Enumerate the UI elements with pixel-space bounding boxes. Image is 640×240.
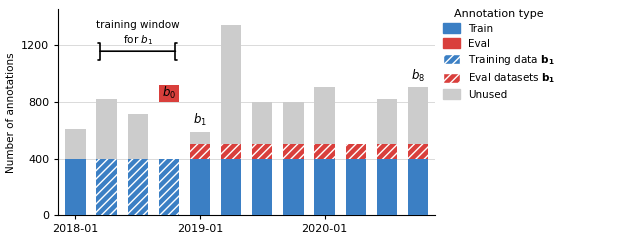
Bar — [377, 144, 397, 159]
Bar — [346, 144, 366, 159]
Bar — [314, 144, 335, 159]
Bar — [284, 159, 303, 216]
Bar — [252, 144, 273, 159]
Bar — [65, 129, 86, 159]
Bar — [377, 144, 397, 159]
Text: $b_0$: $b_0$ — [162, 85, 176, 101]
Bar — [159, 159, 179, 216]
Bar — [190, 144, 210, 159]
Text: training window
for $b_1$: training window for $b_1$ — [96, 20, 179, 47]
Bar — [221, 144, 241, 159]
Bar — [408, 159, 428, 216]
Bar — [127, 159, 148, 216]
Bar — [159, 85, 179, 102]
Bar — [127, 114, 148, 159]
Bar — [97, 159, 116, 216]
Bar — [221, 159, 241, 216]
Bar — [346, 159, 366, 216]
Bar — [65, 159, 86, 216]
Bar — [221, 144, 241, 159]
Bar — [97, 159, 116, 216]
Text: $b_1$: $b_1$ — [193, 112, 207, 128]
Bar — [284, 144, 303, 159]
Bar — [284, 102, 303, 144]
Text: $b_8$: $b_8$ — [411, 68, 425, 84]
Bar — [408, 87, 428, 144]
Bar — [408, 144, 428, 159]
Bar — [408, 144, 428, 159]
Bar — [377, 159, 397, 216]
Bar — [190, 132, 210, 144]
Bar — [221, 25, 241, 144]
Bar — [314, 87, 335, 144]
Bar — [346, 144, 366, 159]
Bar — [97, 99, 116, 159]
Bar — [127, 159, 148, 216]
Bar — [190, 159, 210, 216]
Legend: Train, Eval, Training data $\bf{b}_\mathbf{1}$, Eval datasets $\bf{b}_\mathbf{1}: Train, Eval, Training data $\bf{b}_\math… — [439, 5, 559, 104]
Bar — [252, 159, 273, 216]
Bar — [252, 102, 273, 144]
Bar — [314, 159, 335, 216]
Bar — [377, 99, 397, 144]
Bar — [159, 159, 179, 216]
Bar — [159, 159, 179, 216]
Bar — [190, 144, 210, 159]
Bar — [284, 144, 303, 159]
Bar — [314, 144, 335, 159]
Y-axis label: Number of annotations: Number of annotations — [6, 52, 15, 173]
Bar — [252, 144, 273, 159]
